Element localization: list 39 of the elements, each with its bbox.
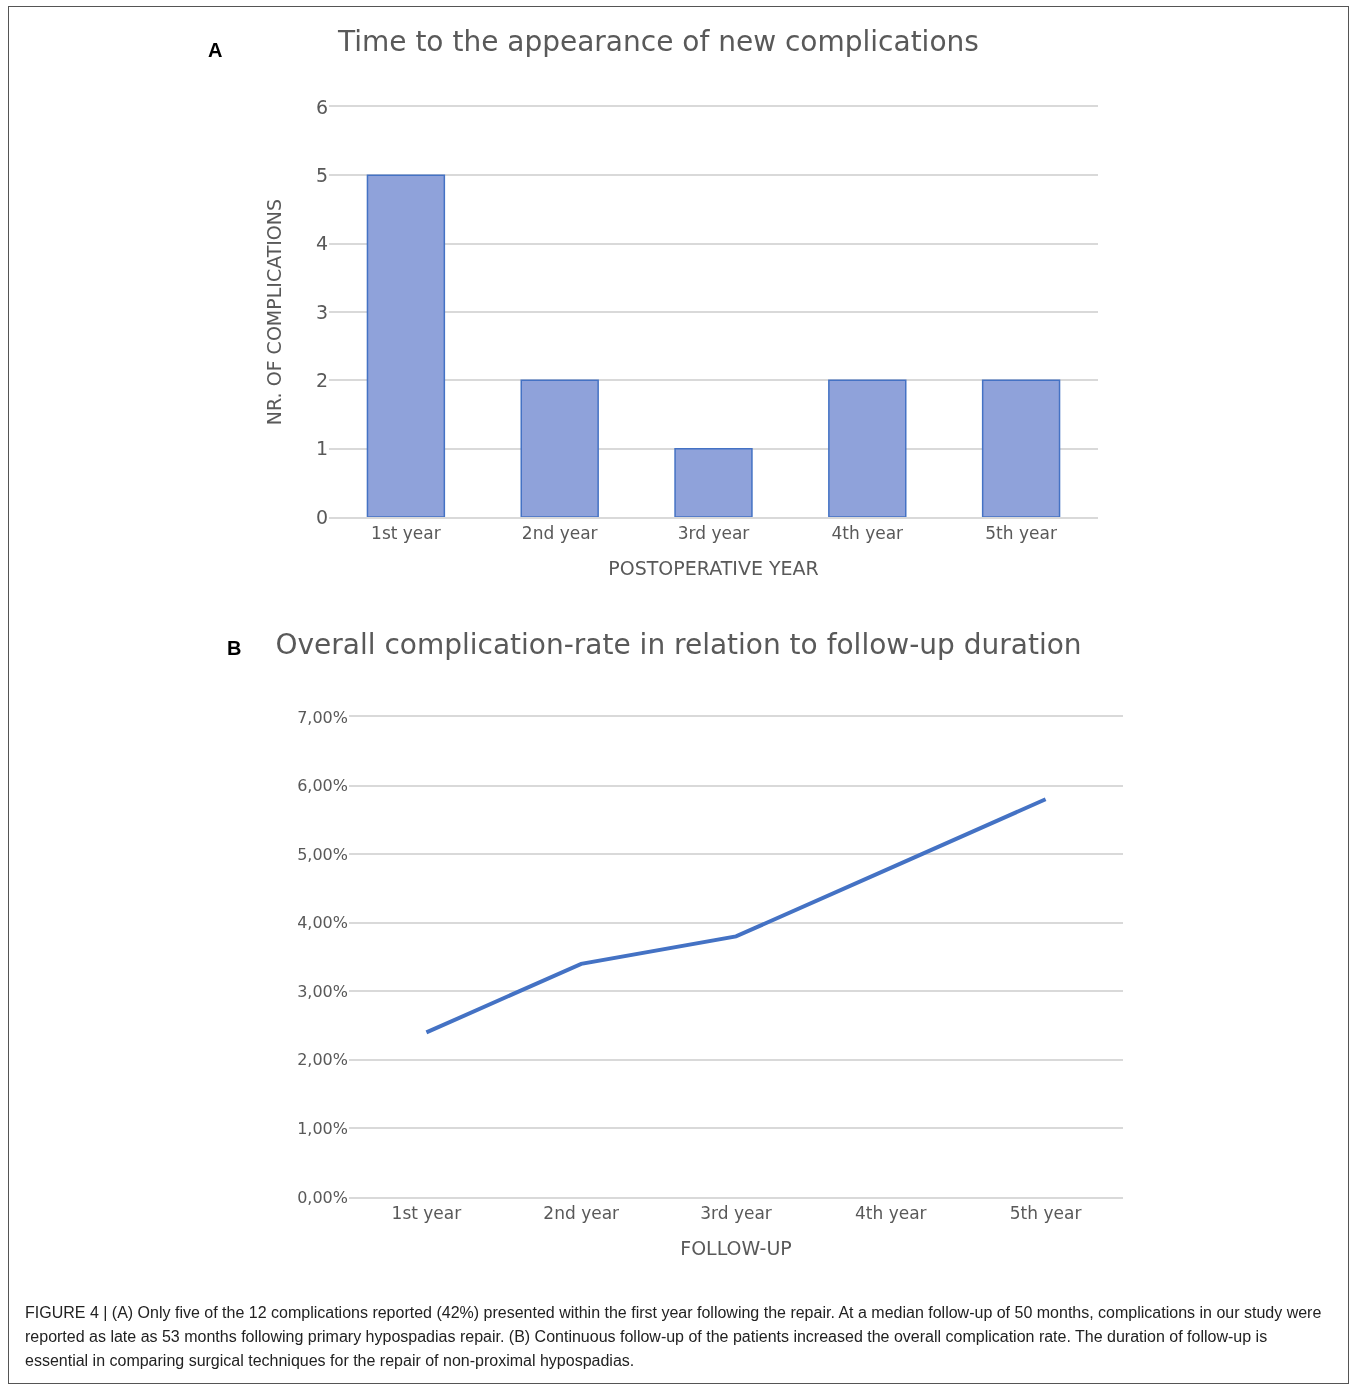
line-series (424, 797, 1048, 1035)
y-tick-label: 3 (315, 300, 328, 323)
y-tick-label: 1 (315, 437, 328, 460)
y-tick-label: 0,00% (297, 1187, 348, 1207)
bar (520, 379, 599, 517)
x-axis-title: FOLLOW-UP (680, 1237, 792, 1260)
text: A (208, 39, 223, 61)
y-tick-label: 6 (315, 95, 328, 118)
y-tick-label: 0 (315, 505, 328, 528)
bar (674, 447, 753, 517)
y-tick-label: 4,00% (297, 913, 348, 933)
bar (366, 174, 446, 517)
x-tick-label: 5th year (1009, 1203, 1082, 1224)
y-axis-title: NR. OF COMPLICATIONS (263, 198, 285, 426)
y-tick-label: 1,00% (297, 1119, 348, 1139)
x-tick-label: 1st year (371, 523, 441, 544)
y-tick-label: 3,00% (297, 981, 348, 1001)
x-tick-label: 3rd year (677, 523, 750, 544)
x-tick-label: 5th year (985, 523, 1057, 544)
x-tick-label: 2nd year (543, 1203, 620, 1224)
y-tick-label: 6,00% (297, 776, 348, 796)
y-tick-label: 5 (315, 163, 328, 186)
y-tick-label: 2,00% (297, 1050, 348, 1070)
y-tick-label: 7,00% (297, 707, 348, 727)
x-axis-title: POSTOPERATIVE YEAR (608, 557, 819, 580)
chart-title: Overall complication-rate in relation to follow-up duration (275, 628, 1082, 662)
y-tick-label: 4 (315, 232, 328, 255)
x-tick-label: 1st year (391, 1203, 462, 1224)
x-tick-label: 4th year (855, 1203, 927, 1224)
chart-title: Time to the appearance of new complications (336, 24, 979, 58)
caption: FIGURE 4 | (A) Only five of the 12 complications reported (42%) presented within the first year following the repair. At a median follow-up of 50 months, complications in our study were reported as late as 53 months following primary hypospadias repair. (B) Continuous follow-up of the patients increased the overall complication rate. The duration of follow-up is essential in comparing surgical techniques for the repair of non-proximal hypospadias. (24, 1303, 1323, 1371)
x-tick-label: 4th year (831, 523, 904, 544)
bar (981, 379, 1061, 517)
text: B (227, 637, 242, 659)
y-tick-label: 2 (315, 368, 328, 391)
x-tick-label: 2nd year (521, 523, 598, 544)
y-tick-label: 5,00% (297, 844, 348, 864)
x-tick-label: 3rd year (700, 1203, 772, 1224)
bar (828, 379, 907, 517)
